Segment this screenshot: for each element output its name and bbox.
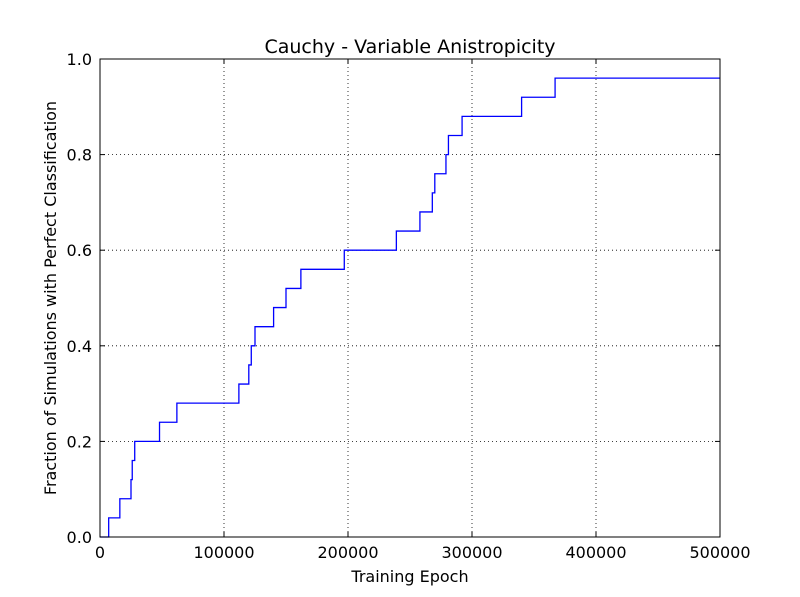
y-tick-label: 0.4 bbox=[67, 337, 92, 356]
x-tick-label: 0 bbox=[95, 543, 105, 562]
y-tick-label: 1.0 bbox=[67, 50, 92, 69]
plot-frame bbox=[99, 58, 721, 538]
x-tick-label: 100000 bbox=[193, 543, 254, 562]
y-axis-title: Fraction of Simulations with Perfect Cla… bbox=[41, 101, 60, 495]
x-tick-label: 300000 bbox=[441, 543, 502, 562]
chart-title: Cauchy - Variable Anistropicity bbox=[264, 36, 555, 58]
x-tick-label: 400000 bbox=[565, 543, 626, 562]
y-tick-label: 0.6 bbox=[67, 241, 92, 260]
y-tick-label: 0.0 bbox=[67, 528, 92, 547]
series-line bbox=[100, 77, 720, 538]
x-tick-label: 200000 bbox=[317, 543, 378, 562]
x-axis-title: Training Epoch bbox=[350, 567, 468, 586]
y-tick-label: 0.8 bbox=[67, 146, 92, 165]
x-tick-label: 500000 bbox=[689, 543, 750, 562]
axis-ticks: 0 100000 200000 300000 400000 500000 0.0 0.2 0.4… bbox=[67, 50, 751, 562]
gridlines bbox=[100, 59, 720, 537]
y-tick-label: 0.2 bbox=[67, 432, 92, 451]
